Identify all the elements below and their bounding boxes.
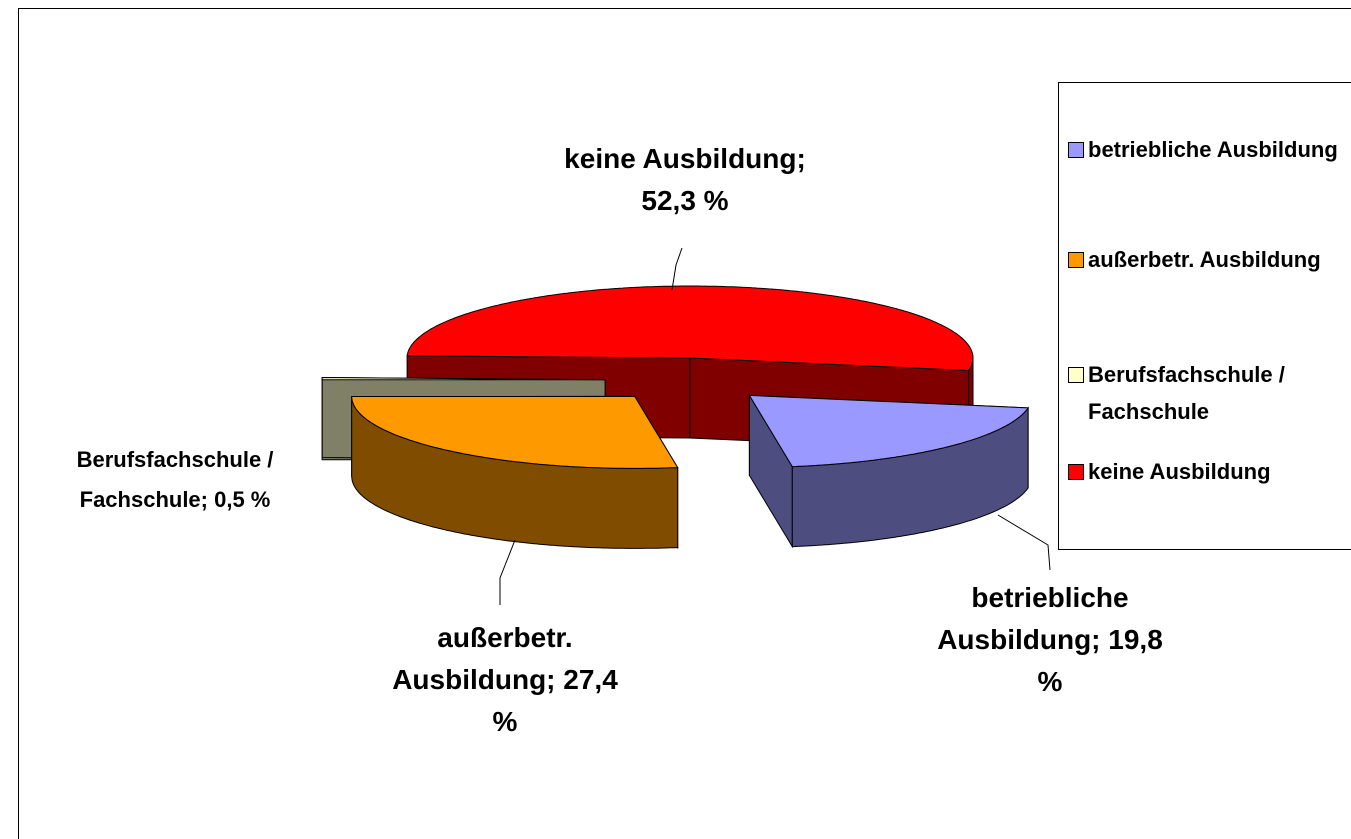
data-label: keine Ausbildung; 52,3 % (564, 143, 814, 216)
slice (350, 395, 679, 469)
data-label: betriebliche Ausbildung; 19,8 % (937, 582, 1179, 697)
leader-line (997, 514, 1051, 571)
legend-label: Berufsfachschule / Fachschule (1088, 362, 1291, 424)
chart-frame (18, 8, 1351, 839)
data-label: außerbetr. Ausbildung; 27,4 % (392, 622, 626, 737)
legend-swatch (1068, 142, 1084, 158)
legend-label: außerbetr. Ausbildung (1088, 247, 1321, 272)
leader-line (499, 539, 516, 605)
leader-line (671, 247, 683, 291)
data-label: Berufsfachschule / Fachschule; 0,5 % (76, 447, 280, 512)
slice (748, 394, 1030, 468)
legend-swatch (1068, 367, 1084, 383)
legend-label: betriebliche Ausbildung (1088, 137, 1338, 162)
legend-label: keine Ausbildung (1088, 459, 1271, 484)
legend-swatch (1068, 464, 1084, 480)
slice (321, 376, 606, 381)
legend-box (1058, 82, 1351, 550)
legend-swatch (1068, 252, 1084, 268)
slice (406, 285, 974, 372)
